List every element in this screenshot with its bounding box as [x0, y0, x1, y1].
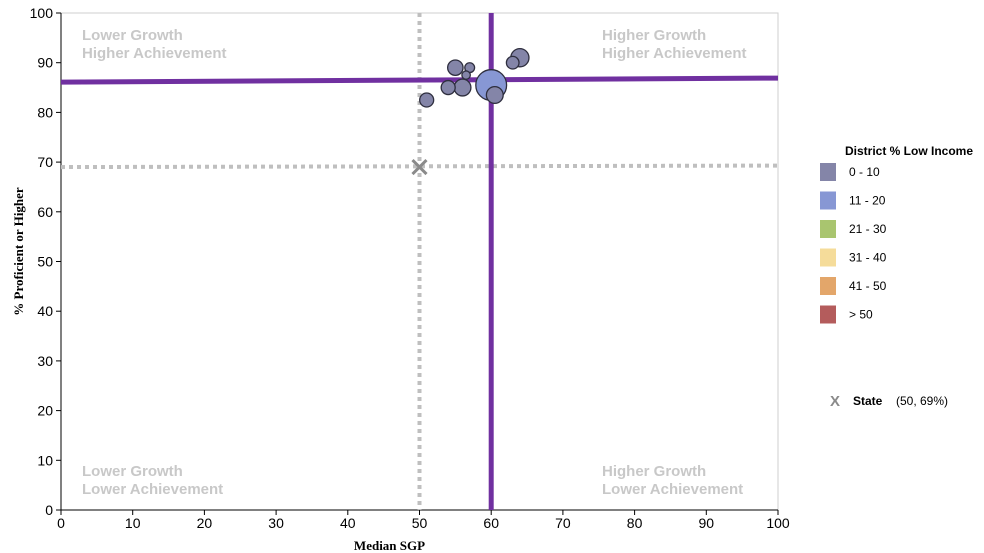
- x-tick-label: 10: [125, 515, 141, 531]
- state-x-marker: [411, 159, 428, 176]
- district-horizontal-line: [60, 75, 779, 85]
- data-point: [419, 92, 435, 108]
- x-tick-label: 80: [627, 515, 643, 531]
- quadrant-label-bottom-left: Lower Achievement: [82, 481, 223, 498]
- quadrant-label-bottom-right: Higher Growth: [602, 463, 706, 480]
- y-axis-title: % Proficient or Higher: [11, 187, 26, 316]
- x-tick-label: 100: [766, 515, 790, 531]
- state-legend-label: State: [853, 394, 883, 408]
- legend-swatch: [820, 277, 836, 295]
- quadrant-label-bottom-right: Lower Achievement: [602, 481, 743, 498]
- x-tick-label: 70: [555, 515, 571, 531]
- legend-swatch: [820, 191, 836, 210]
- y-tick-label: 30: [37, 353, 53, 369]
- state-legend-value: (50, 69%): [896, 394, 948, 408]
- data-point: [461, 70, 471, 80]
- data-point: [505, 55, 520, 70]
- y-tick-label: 70: [37, 154, 53, 170]
- quadrant-label-top-left: Higher Achievement: [82, 45, 227, 62]
- legend: District % Low Income 0 - 10 11 - 20 21 - 3…: [820, 144, 973, 410]
- state-legend-symbol: X: [830, 393, 840, 410]
- data-point: [453, 78, 472, 97]
- x-tick-label: 60: [483, 515, 499, 531]
- legend-swatch: [820, 248, 836, 267]
- legend-label: 0 - 10: [849, 165, 880, 179]
- legend-swatch: [820, 305, 836, 324]
- legend-label: 31 - 40: [849, 251, 887, 265]
- x-tick-label: 90: [699, 515, 715, 531]
- legend-swatch: [820, 163, 836, 181]
- x-tick-label: 0: [57, 515, 65, 531]
- legend-label: > 50: [849, 308, 873, 322]
- quadrant-label-top-right: Higher Growth: [602, 27, 706, 44]
- y-tick-label: 20: [37, 403, 53, 419]
- y-tick-label: 50: [37, 254, 53, 270]
- y-tick-label: 100: [30, 5, 54, 21]
- x-tick-label: 50: [412, 515, 428, 531]
- data-point: [446, 59, 464, 77]
- quadrant-label-top-right: Higher Achievement: [602, 45, 747, 62]
- legend-swatch: [820, 220, 836, 238]
- y-tick-label: 90: [37, 55, 53, 71]
- data-point: [485, 85, 504, 105]
- legend-label: 41 - 50: [849, 279, 887, 293]
- quadrant-label-bottom-left: Lower Growth: [82, 463, 183, 480]
- y-tick-label: 40: [37, 303, 53, 319]
- y-tick-label: 10: [37, 452, 53, 468]
- y-tick-label: 80: [37, 104, 53, 120]
- x-axis-title: Median SGP: [354, 538, 425, 553]
- x-tick-label: 20: [197, 515, 213, 531]
- data-point: [440, 79, 456, 96]
- legend-label: 21 - 30: [849, 222, 887, 236]
- x-tick-label: 40: [340, 515, 356, 531]
- legend-label: 11 - 20: [849, 194, 886, 208]
- y-tick-label: 60: [37, 204, 53, 220]
- x-tick-label: 30: [268, 515, 284, 531]
- plot-area: 0 10 20 30 40 50 60 70 80 90 100 0 10 20 30 40 50 60 70 80 9…: [11, 5, 790, 553]
- legend-title: District % Low Income: [845, 144, 973, 158]
- y-tick-label: 0: [45, 502, 53, 518]
- quadrant-label-top-left: Lower Growth: [82, 27, 183, 44]
